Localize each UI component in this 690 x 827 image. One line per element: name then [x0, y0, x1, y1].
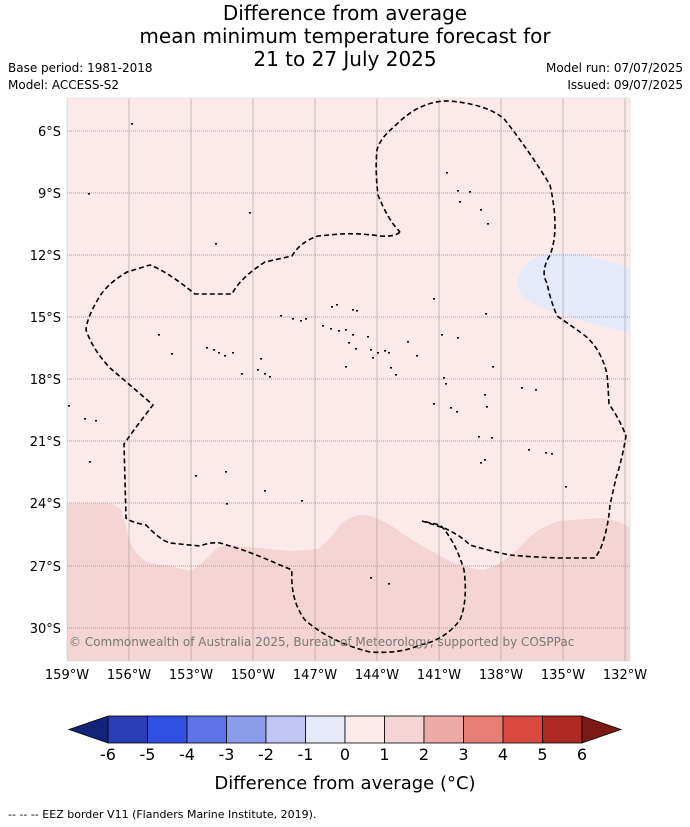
colorbar-segment: [384, 715, 425, 744]
colorbar-segment: [502, 715, 543, 744]
map-title-line-1: Difference from average: [222, 1, 468, 25]
latitude-label: 6°S: [38, 125, 61, 140]
latitude-label: 15°S: [30, 311, 61, 326]
map-frame: [66, 97, 631, 662]
colorbar-tick-label: -1: [297, 745, 314, 764]
model-text: Model: ACCESS-S2: [8, 78, 120, 92]
colorbar-segment: [107, 715, 148, 744]
colorbar-under-arrow: [67, 715, 109, 744]
colorbar-segment: [226, 715, 267, 744]
latitude-label: 30°S: [30, 622, 61, 637]
base-period-text: Base period: 1981-2018: [8, 61, 153, 75]
colorbar-tick-label: 3: [458, 745, 469, 764]
colorbar-segment: [344, 715, 385, 744]
colorbar-segment: [265, 715, 306, 744]
colorbar-over-arrow: [581, 715, 623, 744]
colorbar-tick-label: -5: [139, 745, 156, 764]
colorbar-tick-label: 5: [537, 745, 548, 764]
longitude-label: 147°W: [293, 668, 337, 683]
colorbar-tick-label: -2: [258, 745, 274, 764]
colorbar-tick-label: 4: [497, 745, 509, 764]
colorbar-segment: [423, 715, 464, 744]
colorbar-tick-label: -3: [218, 745, 235, 764]
anomaly-zone-minus1-to-0: [517, 253, 630, 333]
colorbar-tick-label: 2: [418, 745, 430, 764]
latitude-label: 9°S: [38, 187, 61, 202]
colorbar-segment: [305, 715, 346, 744]
longitude-label: 153°W: [169, 668, 213, 683]
islands-layer: [68, 123, 567, 585]
map-title-line-3: 21 to 27 July 2025: [253, 47, 437, 71]
colorbar-tick-label: 6: [576, 745, 588, 764]
longitude-label: 144°W: [355, 668, 399, 683]
latitude-label: 12°S: [30, 249, 61, 264]
longitude-label: 132°W: [603, 668, 647, 683]
longitude-label: 138°W: [479, 668, 523, 683]
colorbar-tick-label: -4: [179, 745, 195, 764]
colorbar-tick-label: 0: [339, 745, 351, 764]
colorbar: [67, 715, 623, 744]
longitude-label: 141°W: [417, 668, 461, 683]
graticule: [67, 98, 630, 661]
colorbar-title: Difference from average (°C): [214, 773, 476, 794]
colorbar-tick-label: -6: [100, 745, 116, 764]
eez-footnote: -- -- -- EEZ border V11 (Flanders Marine…: [8, 808, 317, 821]
model-run-text: Model run: 07/07/2025: [545, 61, 683, 75]
map-title-line-2: mean minimum temperature forecast for: [139, 24, 551, 48]
latitude-label: 24°S: [30, 497, 61, 512]
issued-text: Issued: 09/07/2025: [567, 78, 683, 92]
latitude-label: 18°S: [30, 373, 61, 388]
longitude-label: 156°W: [107, 668, 151, 683]
copyright-text: © Commonwealth of Australia 2025, Bureau…: [69, 635, 574, 649]
colorbar-segment: [542, 715, 583, 744]
longitude-label: 150°W: [231, 668, 275, 683]
latitude-label: 21°S: [30, 435, 61, 450]
colorbar-tick-label: 1: [379, 745, 390, 764]
longitude-label: 159°W: [45, 668, 89, 683]
latitude-label: 27°S: [30, 560, 61, 575]
colorbar-segment: [147, 715, 188, 744]
anomaly-zone-1-to-2: [67, 503, 630, 661]
longitude-label: 135°W: [541, 668, 585, 683]
colorbar-segment: [463, 715, 504, 744]
eez-border-french-polynesia: [85, 100, 627, 654]
colorbar-segment: [186, 715, 227, 744]
